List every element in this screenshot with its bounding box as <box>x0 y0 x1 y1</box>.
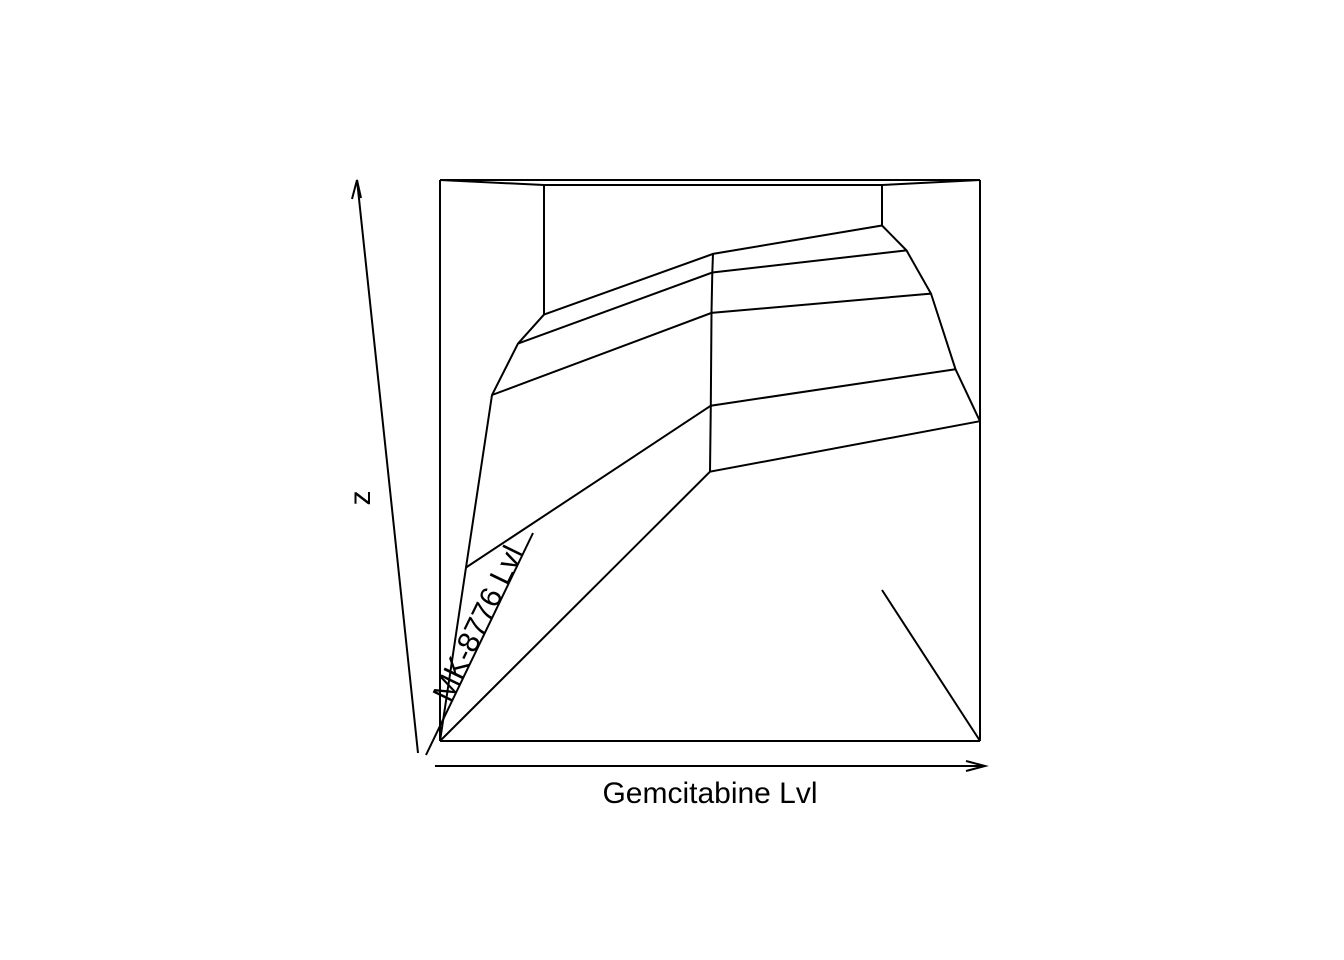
bounding-box-back <box>543 184 981 742</box>
x-axis-arrowhead <box>965 760 989 772</box>
box-edge-top-left <box>439 179 545 186</box>
box-edge-top-right <box>881 179 981 186</box>
z-axis-line <box>356 179 419 754</box>
surface-mesh <box>439 224 981 742</box>
y-axis-line <box>425 532 534 756</box>
y-axis-label: MK-8776 Lvl <box>427 541 530 707</box>
z-axis-label: z <box>344 491 377 506</box>
surface-col-line <box>881 224 981 422</box>
surface-col-line <box>439 313 545 742</box>
box-edge-floor-right <box>881 589 981 742</box>
x-axis-label: Gemcitabine Lvl <box>602 777 817 810</box>
surface-col-line <box>709 253 714 472</box>
z-axis-arrowhead <box>351 179 362 200</box>
axes <box>351 179 989 772</box>
bounding-box-front <box>439 179 981 742</box>
